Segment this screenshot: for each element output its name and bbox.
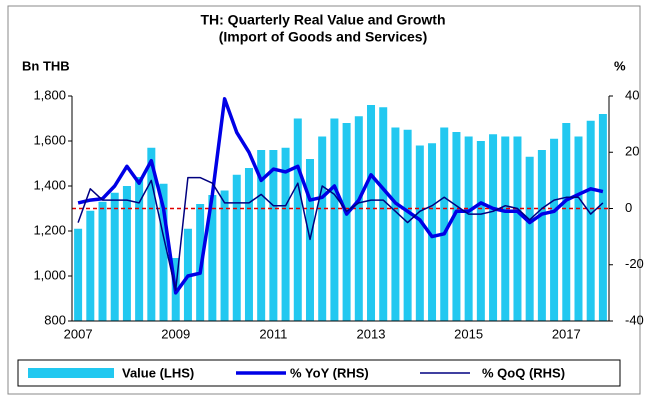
bar xyxy=(220,190,229,321)
bar xyxy=(74,228,83,321)
bar xyxy=(135,177,144,321)
bar xyxy=(476,141,485,321)
bar xyxy=(562,123,571,321)
bar xyxy=(367,105,376,321)
chart-title: TH: Quarterly Real Value and Growth xyxy=(200,12,445,28)
bar xyxy=(574,136,583,321)
y-tick-label: 1,000 xyxy=(33,267,66,282)
y2-tick-label: -40 xyxy=(625,312,644,327)
bar xyxy=(586,120,595,321)
y2-tick-label: 40 xyxy=(625,87,639,102)
y-tick-label: 1,600 xyxy=(33,132,66,147)
bar xyxy=(379,107,388,321)
bar xyxy=(452,132,461,321)
x-tick-label: 2011 xyxy=(259,326,287,341)
bar xyxy=(464,136,473,321)
line xyxy=(77,97,604,295)
x-tick-label: 2013 xyxy=(357,326,386,341)
y-tick-label: 1,200 xyxy=(33,222,66,237)
bar xyxy=(550,138,559,321)
bar xyxy=(513,136,522,321)
bar xyxy=(415,145,424,321)
bar xyxy=(537,150,546,321)
bar xyxy=(354,116,363,321)
bar xyxy=(208,195,217,321)
bar xyxy=(232,174,241,321)
bar xyxy=(147,147,156,321)
bar xyxy=(501,136,510,321)
bar xyxy=(403,129,412,321)
y-tick-label: 800 xyxy=(44,312,66,327)
y-tick-label: 1,400 xyxy=(33,177,66,192)
y-axis-label: Bn THB xyxy=(22,58,70,73)
y2-tick-label: 0 xyxy=(625,200,632,215)
bar xyxy=(257,150,266,321)
bar xyxy=(98,201,107,321)
bar xyxy=(159,183,168,321)
x-tick-label: 2017 xyxy=(552,326,581,341)
x-tick-label: 2007 xyxy=(64,326,93,341)
bar xyxy=(525,156,534,321)
bar xyxy=(428,143,437,321)
bar xyxy=(293,118,302,321)
bar xyxy=(489,134,498,321)
bar xyxy=(281,147,290,321)
bar xyxy=(318,136,327,321)
bar xyxy=(342,123,351,321)
x-tick-label: 2009 xyxy=(161,326,190,341)
legend-label: Value (LHS) xyxy=(122,365,194,380)
bar xyxy=(86,210,95,321)
legend-label: % QoQ (RHS) xyxy=(482,365,565,380)
bar xyxy=(122,186,131,321)
legend-swatch xyxy=(28,368,114,378)
line xyxy=(77,176,604,291)
y-tick-label: 1,800 xyxy=(33,87,66,102)
bar xyxy=(110,192,119,321)
bar xyxy=(244,168,253,321)
bar xyxy=(269,150,278,321)
x-tick-label: 2015 xyxy=(454,326,483,341)
bar xyxy=(330,118,339,321)
bar xyxy=(440,127,449,321)
bar xyxy=(598,114,607,321)
bar xyxy=(391,127,400,321)
legend-box xyxy=(17,359,621,387)
y2-tick-label: 20 xyxy=(625,144,639,159)
legend-label: % YoY (RHS) xyxy=(290,365,369,380)
chart-subtitle: (Import of Goods and Services) xyxy=(219,29,427,45)
y2-axis-label: % xyxy=(614,58,626,73)
y2-tick-label: -20 xyxy=(625,256,644,271)
